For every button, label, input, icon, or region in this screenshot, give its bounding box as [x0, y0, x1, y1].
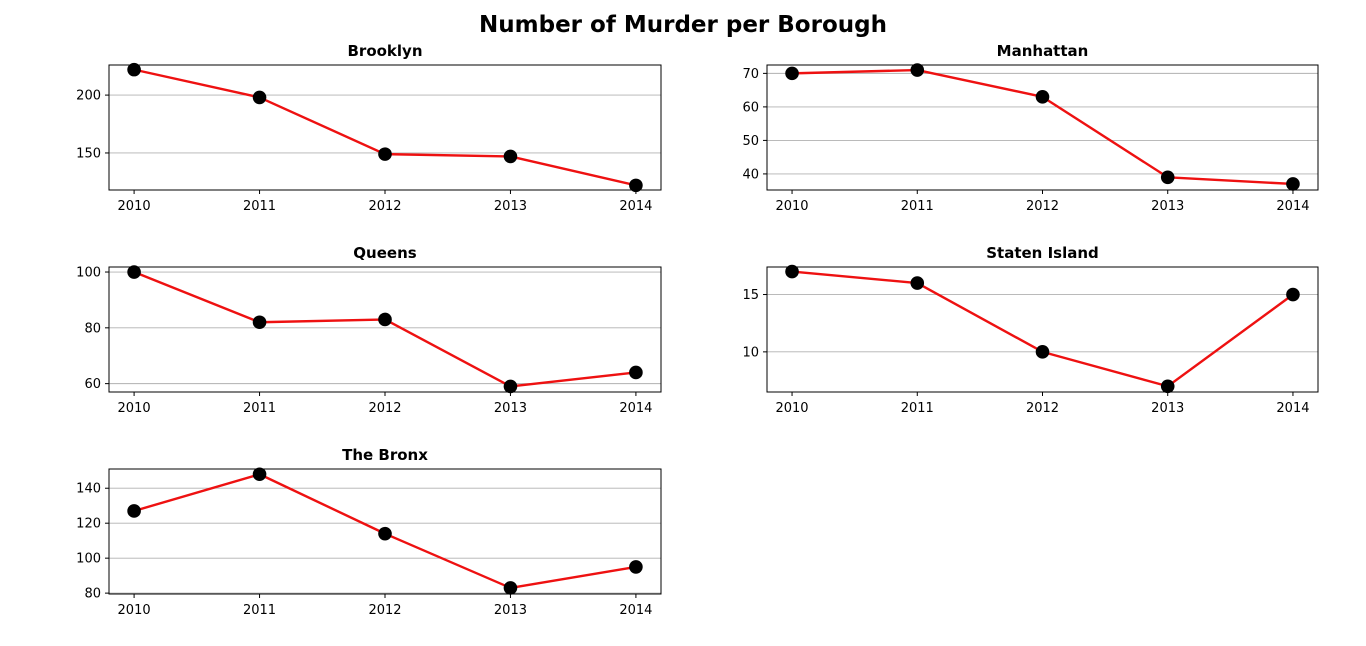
axes-frame	[108, 266, 662, 393]
x-tick-label: 2012	[1026, 401, 1059, 416]
y-tick-label: 70	[742, 67, 759, 82]
data-point	[785, 264, 799, 279]
x-tick-label: 2014	[1276, 401, 1309, 416]
x-tick-label: 2012	[368, 603, 401, 618]
subplot-staten-island: Staten Island 10 15 2010 2011 2012 2013 2014	[742, 244, 1319, 416]
series-line-staten-island	[791, 270, 1294, 388]
figure-title: Number of Murder per Borough	[479, 12, 887, 38]
data-point	[629, 178, 643, 193]
data-point	[378, 526, 392, 541]
data-point	[1160, 170, 1175, 185]
data-point	[910, 276, 925, 290]
subplot-brooklyn: Brooklyn 150 200 2010 2011 2012 2013 2014	[76, 42, 662, 214]
subplot-the-bronx: The Bronx 80 100 120 140 2010 2011 2012 2013 2014	[76, 446, 662, 618]
series-line-manhattan	[792, 68, 1294, 186]
data-point	[252, 90, 267, 105]
x-tick-label: 2011	[243, 401, 276, 416]
y-tick-label: 15	[742, 288, 759, 303]
x-tick-label: 2010	[775, 401, 808, 416]
subplot-title: Staten Island	[986, 244, 1099, 262]
data-point	[629, 560, 643, 574]
x-tick-label: 2010	[118, 401, 151, 416]
data-point	[127, 265, 141, 279]
subplot-title: Queens	[353, 244, 416, 262]
x-tick-label: 2014	[619, 401, 652, 416]
axes-frame	[108, 468, 662, 595]
data-point	[910, 63, 925, 77]
x-tick-label: 2014	[1276, 199, 1309, 214]
data-point	[503, 379, 518, 394]
x-tick-label: 2013	[494, 603, 527, 618]
subplot-title: Brooklyn	[347, 42, 422, 60]
x-tick-label: 2011	[901, 401, 934, 416]
y-tick-label: 100	[76, 552, 101, 567]
data-point	[1160, 379, 1175, 394]
series-line-queens	[133, 270, 637, 388]
data-point	[252, 467, 267, 482]
axes-frame	[766, 64, 1319, 191]
data-point	[503, 149, 518, 164]
data-point	[378, 147, 392, 161]
data-point	[378, 312, 392, 327]
x-tick-label: 2011	[901, 199, 934, 214]
data-point	[1035, 345, 1050, 359]
subplot-queens: Queens 60 80 100 2010 2011 2012 2013 2014	[76, 244, 662, 416]
x-tick-label: 2010	[118, 199, 151, 214]
y-tick-label: 50	[742, 134, 759, 149]
y-tick-label: 80	[84, 321, 101, 336]
x-tick-label: 2013	[1151, 199, 1184, 214]
subplot-title: The Bronx	[342, 446, 428, 464]
data-point	[1035, 90, 1050, 104]
y-tick-label: 60	[84, 377, 101, 392]
y-tick-label: 100	[76, 266, 101, 281]
data-point	[629, 365, 643, 380]
x-tick-label: 2011	[243, 199, 276, 214]
x-tick-label: 2014	[619, 199, 652, 214]
subplot-manhattan: Manhattan 40 50 60 70 2010 2011 2012 2013 2014	[742, 42, 1319, 214]
axes-frame	[108, 64, 662, 191]
y-tick-label: 140	[76, 482, 101, 497]
y-tick-label: 120	[76, 517, 101, 532]
data-point	[785, 66, 799, 81]
x-tick-label: 2012	[368, 401, 401, 416]
x-tick-label: 2013	[494, 199, 527, 214]
x-tick-label: 2011	[243, 603, 276, 618]
x-tick-label: 2013	[494, 401, 527, 416]
axes-frame	[766, 266, 1319, 393]
y-tick-label: 60	[742, 100, 759, 115]
x-tick-label: 2010	[775, 199, 808, 214]
y-tick-label: 10	[742, 345, 759, 360]
y-tick-label: 150	[76, 146, 101, 161]
data-point	[1286, 287, 1300, 302]
x-tick-label: 2012	[368, 199, 401, 214]
x-tick-label: 2014	[619, 603, 652, 618]
x-tick-label: 2012	[1026, 199, 1059, 214]
subplot-title: Manhattan	[997, 42, 1089, 60]
series-line-brooklyn	[133, 68, 637, 187]
data-point	[127, 504, 141, 518]
data-point	[252, 315, 267, 330]
x-tick-label: 2010	[118, 603, 151, 618]
data-point	[503, 581, 518, 595]
data-point	[127, 62, 141, 77]
data-point	[1286, 177, 1300, 191]
y-tick-label: 200	[76, 89, 101, 104]
x-tick-label: 2013	[1151, 401, 1184, 416]
y-tick-label: 40	[742, 167, 759, 182]
y-tick-label: 80	[84, 587, 101, 602]
